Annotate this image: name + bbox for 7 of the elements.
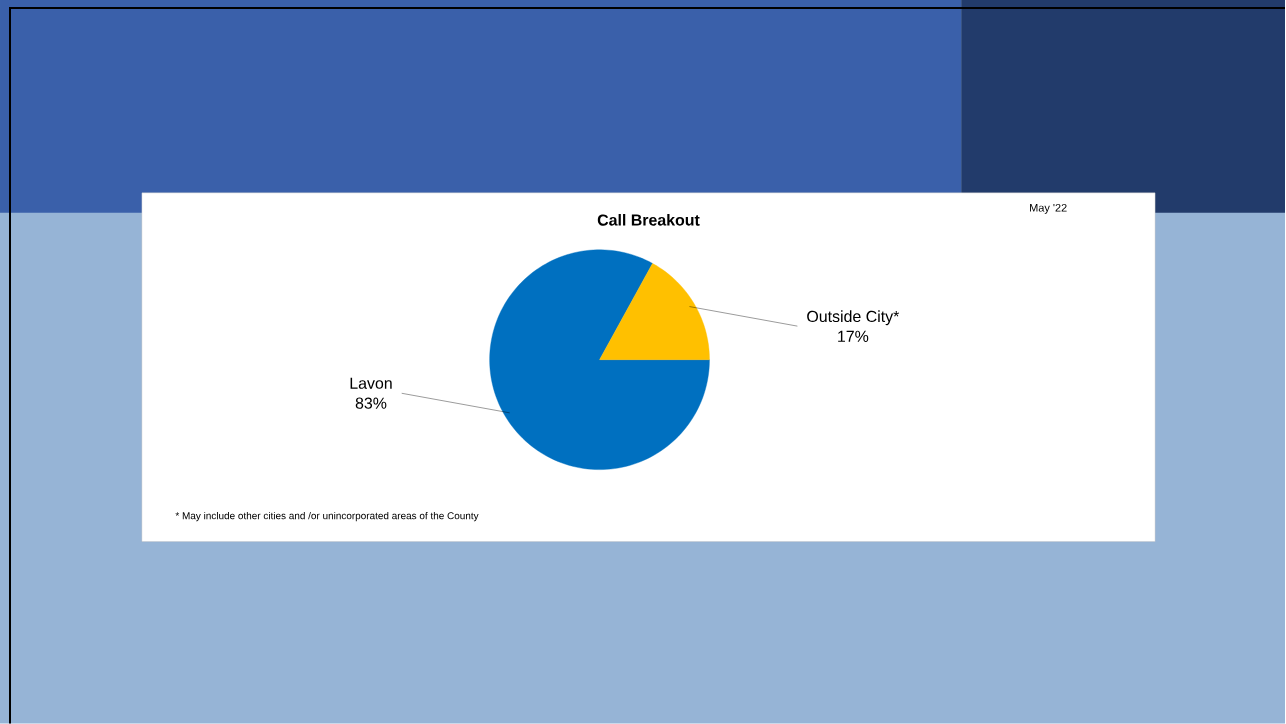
data-label: 83% xyxy=(355,397,387,409)
slice-label: Lavon xyxy=(350,377,392,389)
text: * May include other cities and /or unincorporated areas of the County xyxy=(175,511,479,522)
slice-label: Outside City* xyxy=(807,310,900,326)
chart-title: Call Breakout xyxy=(597,213,700,226)
data-label: 17% xyxy=(838,330,869,342)
text: May '22 xyxy=(1030,203,1067,214)
